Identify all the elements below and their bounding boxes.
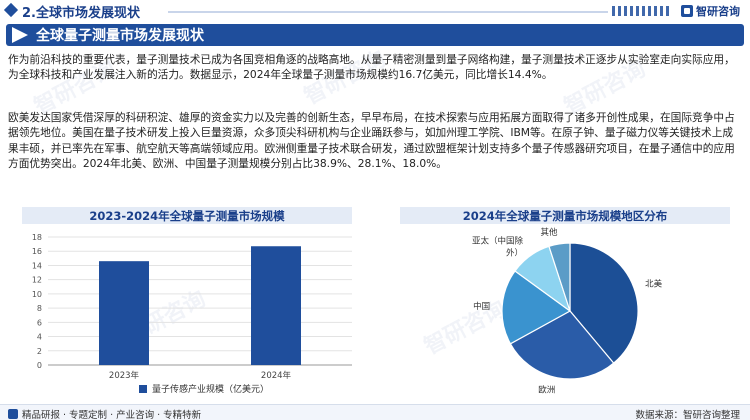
y-tick-label: 12 [32, 276, 42, 285]
y-tick-label: 8 [37, 304, 42, 313]
arrow-right-icon [12, 27, 28, 43]
top-header: 2.全球市场发展现状 智研咨询 [0, 0, 750, 22]
footer-tagline-text: 精品研报 · 专题定制 · 产业咨询 · 专精特新 [22, 410, 202, 420]
bar [251, 246, 301, 365]
pie-slice [548, 242, 571, 312]
brand-logo: 智研咨询 [681, 3, 740, 19]
bar [99, 261, 149, 365]
pie-chart-title-box: 2024年全球量子测量市场规模地区分布 [400, 207, 730, 224]
y-tick-label: 18 [32, 233, 42, 242]
x-tick-label: 2023年 [109, 370, 140, 381]
bar-chart: 0 2 4 6 8 10 12 14 16 18 2023年 2024年 [32, 233, 352, 381]
y-tick-label: 2 [37, 347, 42, 356]
title-banner: 全球量子测量市场发展现状 [6, 24, 744, 46]
section-title: 2.全球市场发展现状 [22, 6, 140, 21]
pie-label: 外） [506, 247, 523, 258]
pie-label: 其他 [540, 227, 558, 238]
bar-chart-legend: 量子传感产业规模（亿美元） [139, 382, 269, 395]
body-paragraph-2: 欧美发达国家凭借深厚的科研积淀、雄厚的资金实力以及完善的创新生态，早早布局，在技… [8, 111, 735, 171]
logo-icon [8, 409, 18, 419]
legend-label: 量子传感产业规模（亿美元） [152, 385, 270, 395]
y-tick-label: 6 [37, 318, 42, 327]
y-tick-label: 14 [32, 261, 42, 270]
pie-label: 欧洲 [538, 385, 555, 396]
y-tick-label: 16 [32, 247, 42, 256]
y-tick-label: 10 [32, 290, 42, 299]
footer-tagline: 精品研报 · 专题定制 · 产业咨询 · 专精特新 [8, 407, 201, 420]
diamond-icon [3, 2, 19, 18]
y-tick-label: 0 [37, 361, 42, 370]
footer: 精品研报 · 专题定制 · 产业咨询 · 专精特新 数据来源：智研咨询整理 [0, 404, 750, 420]
data-source: 数据来源：智研咨询整理 [635, 410, 740, 420]
y-tick-label: 4 [37, 333, 42, 342]
bar-chart-title: 2023-2024年全球量子测量市场规模 [89, 208, 285, 223]
pie-label: 北美 [645, 279, 663, 290]
legend-swatch [139, 384, 147, 393]
pie-label: 中国 [473, 301, 490, 312]
body-paragraph-1: 作为前沿科技的重要代表，量子测量技术已成为各国竞相角逐的战略高地。从量子精密测量… [8, 53, 735, 82]
pie-slice [501, 270, 572, 345]
logo-icon [681, 5, 693, 17]
pie-slice [509, 310, 615, 380]
bar-chart-title-box: 2023-2024年全球量子测量市场规模 [22, 207, 352, 224]
pie-chart-title: 2024年全球量子测量市场规模地区分布 [462, 208, 668, 223]
page-title: 全球量子测量市场发展现状 [36, 28, 204, 44]
brand-name: 智研咨询 [696, 5, 740, 18]
divider [168, 11, 608, 13]
pie-label: 亚太（中国除 [472, 235, 524, 246]
decorative-stripes [612, 6, 672, 16]
x-tick-label: 2024年 [261, 370, 292, 381]
pie-slice [569, 242, 639, 364]
